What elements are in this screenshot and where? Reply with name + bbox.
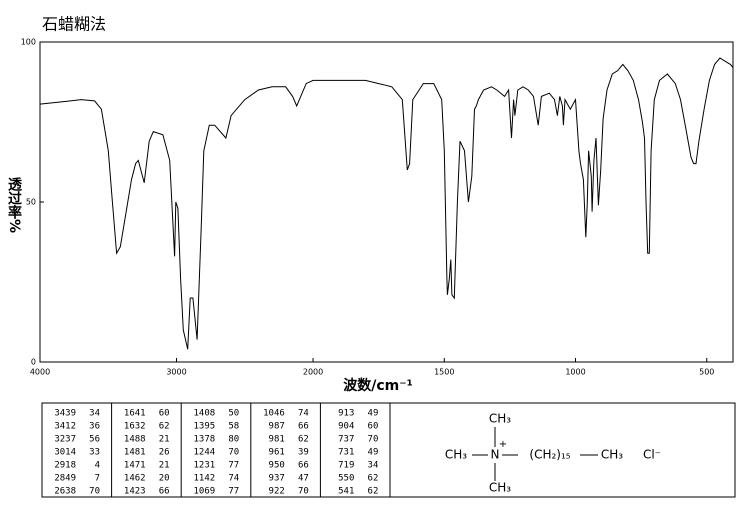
x-tick-label: 4000 <box>30 368 50 377</box>
x-tick-label: 3000 <box>166 368 186 377</box>
table-wavenumber: 1395 <box>194 422 216 432</box>
table-transmittance: 50 <box>228 409 239 419</box>
structure-text: + <box>499 439 507 450</box>
y-tick-label: 0 <box>31 358 36 367</box>
table-transmittance: 70 <box>368 435 379 445</box>
table-wavenumber: 3237 <box>54 435 76 445</box>
table-wavenumber: 1462 <box>124 474 146 484</box>
structure-text: N <box>491 448 500 462</box>
table-wavenumber: 719 <box>338 461 354 471</box>
table-wavenumber: 3439 <box>54 409 76 419</box>
structure-text: CH₃ <box>489 412 511 426</box>
y-tick-label: 100 <box>21 38 36 47</box>
table-transmittance: 70 <box>89 487 100 497</box>
structure-text: CH₃ <box>489 481 511 495</box>
plot-frame <box>39 41 734 363</box>
table-transmittance: 62 <box>298 435 309 445</box>
table-wavenumber: 1231 <box>194 461 216 471</box>
structure-text: Cl⁻ <box>643 448 661 462</box>
table-transmittance: 21 <box>159 461 170 471</box>
table-wavenumber: 2638 <box>54 487 76 497</box>
table-transmittance: 62 <box>368 487 379 497</box>
table-wavenumber: 1069 <box>194 487 216 497</box>
table-wavenumber: 550 <box>338 474 354 484</box>
y-axis-label: 透过率% <box>6 177 22 233</box>
structure-text: CH₃ <box>601 448 623 462</box>
table-transmittance: 4 <box>95 461 100 471</box>
table-wavenumber: 731 <box>338 448 354 458</box>
table-transmittance: 20 <box>159 474 170 484</box>
table-transmittance: 74 <box>228 474 239 484</box>
structure: CH₃ CH₃ N + (CH₂)₁₅ CH₃ CH₃ Cl⁻ <box>445 412 661 495</box>
table-wavenumber: 904 <box>338 422 354 432</box>
table-transmittance: 66 <box>298 422 309 432</box>
table-transmittance: 34 <box>368 461 379 471</box>
table-transmittance: 60 <box>159 409 170 419</box>
table-wavenumber: 2918 <box>54 461 76 471</box>
table-frame <box>41 402 736 498</box>
table-transmittance: 26 <box>159 448 170 458</box>
spectrum-line <box>39 57 734 350</box>
table-transmittance: 34 <box>89 409 100 419</box>
x-tick-label: 1000 <box>565 368 585 377</box>
structure-text: (CH₂)₁₅ <box>529 448 570 462</box>
structure-text: CH₃ <box>445 448 467 462</box>
table-wavenumber: 3014 <box>54 448 76 458</box>
table-transmittance: 58 <box>228 422 239 432</box>
table-transmittance: 66 <box>298 461 309 471</box>
table-wavenumber: 1488 <box>124 435 146 445</box>
chart-title: 石蜡糊法 <box>42 15 106 34</box>
table-transmittance: 49 <box>368 409 379 419</box>
table-wavenumber: 981 <box>269 435 285 445</box>
x-axis-label: 波数/cm⁻¹ <box>343 377 413 394</box>
table-wavenumber: 913 <box>338 409 354 419</box>
table-wavenumber: 1423 <box>124 487 146 497</box>
table-transmittance: 33 <box>89 448 100 458</box>
x-tick-label: 500 <box>699 368 714 377</box>
table-transmittance: 62 <box>368 474 379 484</box>
table-transmittance: 70 <box>228 448 239 458</box>
table-wavenumber: 2849 <box>54 474 76 484</box>
table-wavenumber: 737 <box>338 435 354 445</box>
table-wavenumber: 961 <box>269 448 285 458</box>
table-wavenumber: 1641 <box>124 409 146 419</box>
table-wavenumber: 3412 <box>54 422 76 432</box>
table-transmittance: 70 <box>298 487 309 497</box>
table-transmittance: 36 <box>89 422 100 432</box>
table-wavenumber: 922 <box>269 487 285 497</box>
table-transmittance: 47 <box>298 474 309 484</box>
table-transmittance: 62 <box>159 422 170 432</box>
table-wavenumber: 937 <box>269 474 285 484</box>
y-tick-label: 50 <box>26 198 36 207</box>
table-wavenumber: 1244 <box>194 448 216 458</box>
table-wavenumber: 541 <box>338 487 354 497</box>
table-transmittance: 77 <box>228 461 239 471</box>
table-transmittance: 60 <box>368 422 379 432</box>
table-wavenumber: 1046 <box>263 409 285 419</box>
table-transmittance: 74 <box>298 409 309 419</box>
table-transmittance: 80 <box>228 435 239 445</box>
table-wavenumber: 1481 <box>124 448 146 458</box>
table-transmittance: 39 <box>298 448 309 458</box>
table-wavenumber: 1408 <box>194 409 216 419</box>
table-transmittance: 56 <box>89 435 100 445</box>
table-transmittance: 77 <box>228 487 239 497</box>
table-wavenumber: 987 <box>269 422 285 432</box>
table-transmittance: 66 <box>159 487 170 497</box>
table-wavenumber: 1632 <box>124 422 146 432</box>
table-transmittance: 7 <box>95 474 100 484</box>
table-wavenumber: 950 <box>269 461 285 471</box>
table-transmittance: 49 <box>368 448 379 458</box>
table-wavenumber: 1471 <box>124 461 146 471</box>
table-wavenumber: 1142 <box>194 474 216 484</box>
x-tick-label: 2000 <box>303 368 323 377</box>
x-tick-label: 1500 <box>434 368 454 377</box>
table-wavenumber: 1378 <box>194 435 216 445</box>
table-transmittance: 21 <box>159 435 170 445</box>
